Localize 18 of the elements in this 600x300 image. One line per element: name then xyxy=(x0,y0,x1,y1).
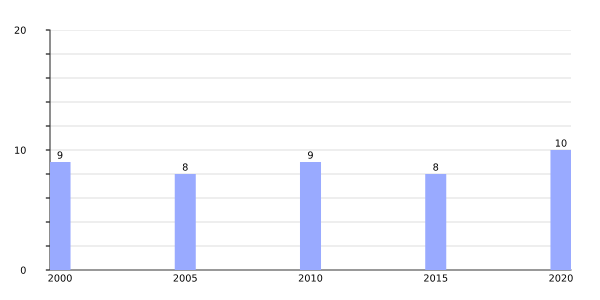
data-label: 9 xyxy=(308,151,313,159)
x-tick-label: 2020 xyxy=(549,274,573,282)
x-tick-label: 2005 xyxy=(174,274,197,282)
bar xyxy=(550,150,571,270)
bar xyxy=(174,174,196,270)
data-label: 8 xyxy=(433,163,438,171)
y-tick-label: 0 xyxy=(20,266,26,274)
bar xyxy=(425,174,446,270)
data-label: 9 xyxy=(58,151,62,159)
bar xyxy=(300,162,322,270)
y-tick-label: 10 xyxy=(15,146,26,154)
x-tick-label: 2015 xyxy=(424,274,448,282)
x-tick-label: 2010 xyxy=(298,274,322,282)
y-tick-label: 20 xyxy=(14,26,26,34)
x-tick-label: 2000 xyxy=(48,274,72,282)
data-label: 8 xyxy=(182,163,188,171)
data-label: 10 xyxy=(556,139,567,147)
bar xyxy=(50,162,71,270)
